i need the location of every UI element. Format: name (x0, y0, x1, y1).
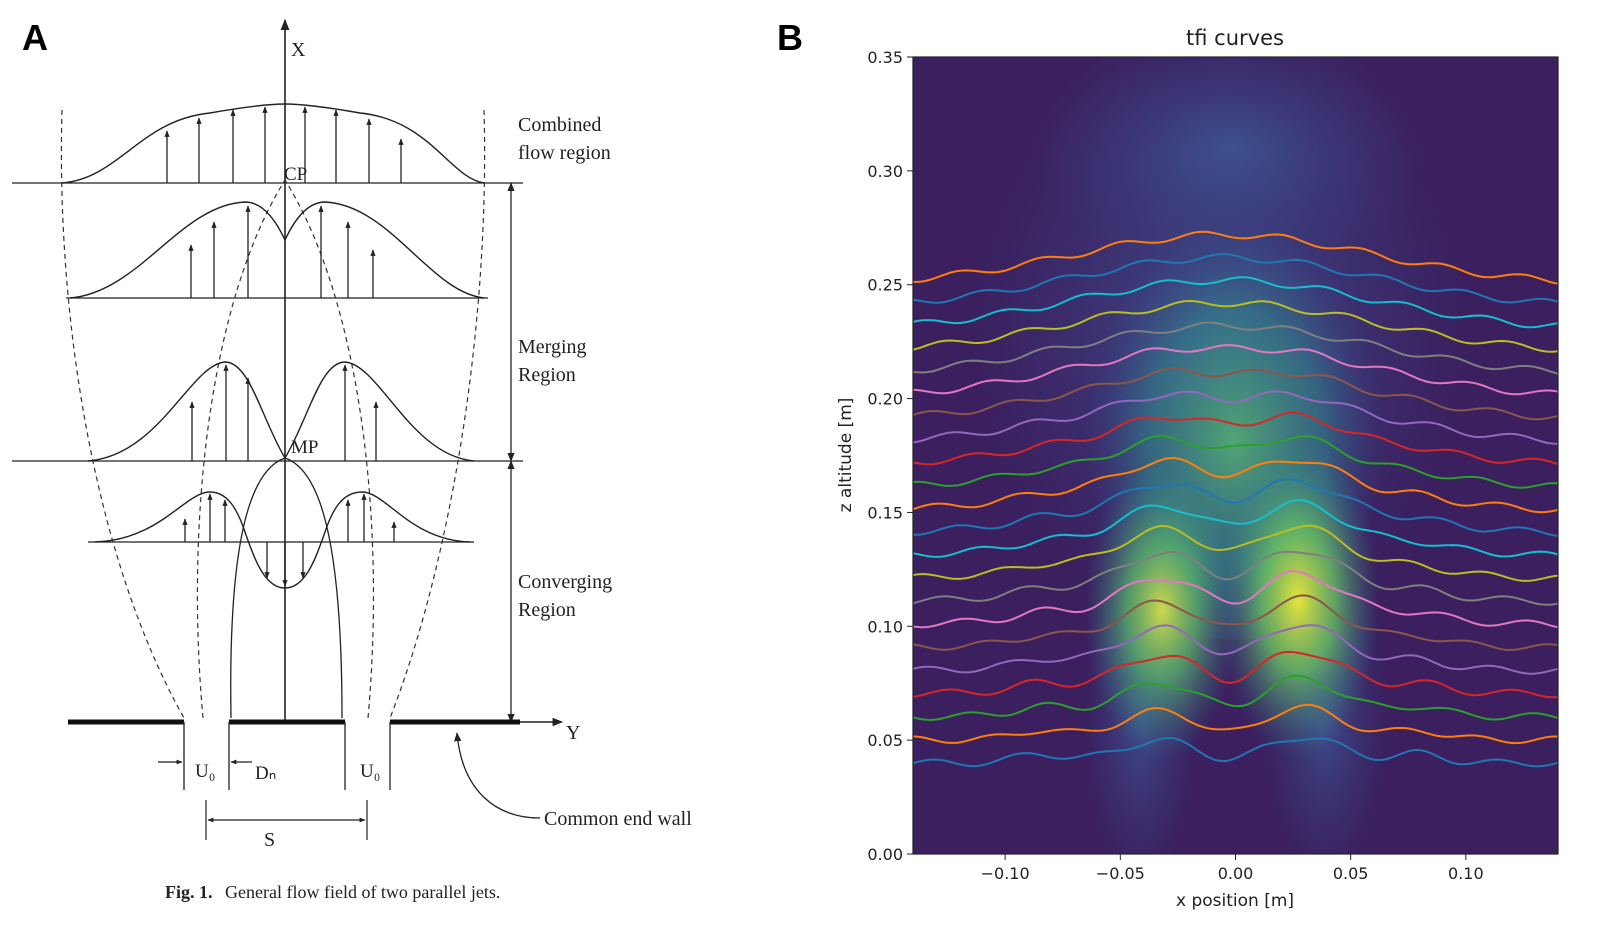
point-mp: MP (291, 437, 318, 458)
chart-title: tfi curves (1186, 26, 1284, 50)
y-tick-label: 0.10 (867, 617, 903, 636)
tfi-curve (913, 550, 1558, 606)
figure-caption: Fig. 1. General flow field of two parall… (165, 882, 500, 902)
x-axis-title: x position [m] (1176, 891, 1294, 911)
tfi-curve (913, 252, 1558, 304)
y-tick-label: 0.30 (867, 162, 903, 181)
tfi-curve (913, 276, 1558, 329)
y-axis-label: Y (566, 722, 580, 744)
caption-label: Fig. 1. (165, 882, 213, 902)
tfi-curve (913, 434, 1558, 489)
merging-upper-profile (69, 201, 485, 299)
y-tick-label: 0.35 (867, 48, 903, 67)
tfi-curve (913, 367, 1558, 421)
label-u0-right: U₀ (360, 761, 380, 782)
panel-b-letter: B (777, 17, 803, 58)
inner-boundary-left (196, 179, 286, 719)
label-combined-2: flow region (518, 142, 611, 164)
inner-boundary-right (284, 179, 375, 719)
label-s: S (264, 829, 275, 851)
label-converging-1: Converging (518, 571, 612, 593)
panel-b: B tfi curves 0.00 0.05 0.10 0.15 0.20 0.25 0.3… (777, 17, 1559, 911)
tfi-curve (913, 737, 1558, 768)
tfi-curve (913, 650, 1558, 699)
merging-upper-arrows (188, 205, 376, 298)
tfi-curve (913, 498, 1558, 558)
wall-pointer (454, 732, 541, 819)
x-tick-label: 0.10 (1448, 864, 1484, 883)
merging-lower-profile (87, 361, 475, 462)
label-dn: Dₙ (255, 763, 276, 784)
tfi-curve (913, 230, 1558, 285)
converging-profile (94, 491, 471, 589)
y-ticks: 0.00 0.05 0.10 0.15 0.20 0.25 0.30 0.35 (867, 48, 913, 864)
x-tick-label: 0.05 (1333, 864, 1369, 883)
tfi-curve (913, 411, 1558, 466)
y-tick-label: 0.25 (867, 276, 903, 295)
x-tick-label: −0.05 (1096, 864, 1145, 883)
tfi-curve (913, 300, 1558, 353)
tfi-curve (913, 478, 1558, 537)
tfi-curve (913, 390, 1558, 445)
caption-text: General flow field of two parallel jets. (225, 882, 500, 902)
label-converging-2: Region (518, 599, 576, 621)
tfi-curve (913, 674, 1558, 721)
panel-a-letter: A (22, 17, 48, 58)
end-wall (68, 717, 564, 790)
tfi-curve (913, 570, 1558, 629)
tfi-curve (913, 344, 1558, 396)
label-merging-2: Region (518, 364, 576, 386)
outer-envelope-left (60, 109, 185, 719)
y-tick-label: 0.00 (867, 845, 903, 864)
heatmap (913, 57, 1558, 854)
point-cp: CP (284, 164, 307, 185)
y-tick-label: 0.15 (867, 503, 903, 522)
tfi-curve (913, 594, 1558, 651)
label-wall: Common end wall (544, 808, 692, 830)
tfi-curve (913, 457, 1558, 514)
tfi-curve (913, 624, 1558, 675)
converging-arrows (182, 493, 397, 587)
label-u0-left: U₀ (195, 761, 215, 782)
label-combined-1: Combined (518, 114, 601, 136)
combined-profile (61, 103, 485, 184)
y-tick-label: 0.20 (867, 390, 903, 409)
y-axis-title: z altitude [m] (836, 398, 856, 513)
x-ticks: −0.10 −0.05 0.00 0.05 0.10 (981, 854, 1484, 883)
combined-arrows (164, 106, 404, 183)
tfi-curve (913, 524, 1558, 582)
outer-envelope-right (389, 109, 486, 719)
x-tick-label: −0.10 (981, 864, 1030, 883)
series-layer (913, 230, 1558, 768)
y-tick-label: 0.05 (867, 731, 903, 750)
x-tick-label: 0.00 (1218, 864, 1254, 883)
label-merging-1: Merging (518, 336, 587, 358)
merging-lower-arrows (189, 364, 379, 461)
tfi-curve (913, 321, 1558, 375)
panel-a: A X (12, 17, 692, 902)
tfi-curve (913, 703, 1558, 745)
x-axis-label: X (291, 39, 306, 61)
